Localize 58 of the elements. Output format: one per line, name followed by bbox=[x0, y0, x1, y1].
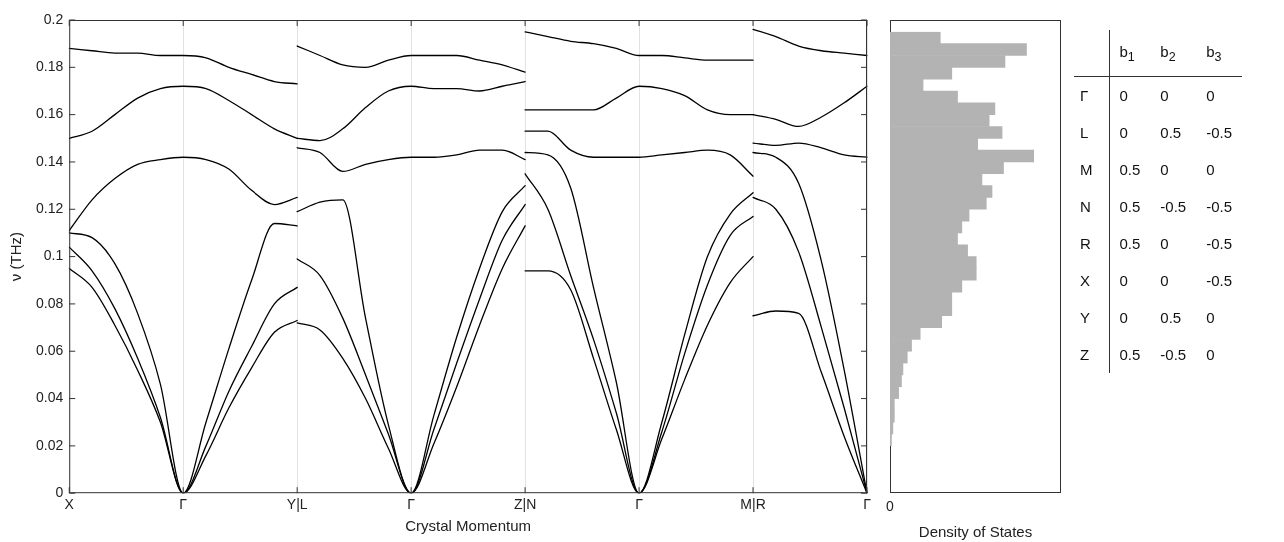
text: 0 bbox=[1206, 346, 1215, 363]
text: 0 bbox=[1206, 161, 1215, 178]
y-tick-label: 0 bbox=[55, 484, 64, 501]
y-tick-label: 0.04 bbox=[36, 389, 64, 406]
y-tick-label: 0.12 bbox=[36, 200, 64, 217]
category-label: R bbox=[1080, 235, 1091, 252]
text: 0.5 bbox=[1160, 309, 1182, 326]
category-label: L bbox=[1080, 124, 1089, 141]
category-label: b$_{2}$ bbox=[1159, 41, 1177, 66]
text: 0.5 bbox=[1119, 161, 1141, 178]
category-label: N bbox=[1080, 198, 1091, 215]
x-tick-label: Γ bbox=[407, 496, 416, 513]
y-axis-title: ν (THz) bbox=[7, 232, 25, 282]
y-tick-label: 0.02 bbox=[36, 436, 64, 453]
y-tick-label: 0.06 bbox=[36, 342, 64, 359]
x-tick-label: Γ bbox=[635, 496, 644, 513]
category-label: Z bbox=[1080, 346, 1090, 363]
text: 0 bbox=[1119, 87, 1128, 104]
category-label: b$_{1}$ bbox=[1118, 41, 1136, 66]
x-axis-title: Density of States bbox=[918, 523, 1033, 541]
text: 0.5 bbox=[1119, 198, 1141, 215]
text: -0.5 bbox=[1206, 198, 1233, 215]
text: 0 bbox=[1160, 161, 1169, 178]
text: 0.5 bbox=[1119, 235, 1141, 252]
y-tick-label: 0.16 bbox=[36, 105, 64, 122]
x-tick-label: Γ bbox=[863, 496, 872, 513]
text: 0 bbox=[1206, 87, 1215, 104]
text: 0 bbox=[1119, 309, 1128, 326]
category-label: b$_{3}$ bbox=[1205, 41, 1223, 66]
text: -0.5 bbox=[1160, 198, 1187, 215]
text: 0 bbox=[1119, 272, 1128, 289]
x-tick-label: Γ bbox=[179, 496, 188, 513]
x-tick-label: X bbox=[64, 496, 75, 513]
y-tick-label: 0.1 bbox=[43, 247, 64, 264]
y-tick-label: 0.08 bbox=[36, 294, 64, 311]
x-tick-label: Z|N bbox=[513, 496, 537, 513]
text: 0 bbox=[1160, 87, 1169, 104]
x-axis-title: Crystal Momentum bbox=[405, 517, 532, 535]
category-label: X bbox=[1080, 272, 1091, 289]
y-tick-label: 0.14 bbox=[36, 152, 64, 169]
text: -0.5 bbox=[1206, 235, 1233, 252]
text: 0 bbox=[886, 498, 894, 515]
y-tick-label: 0.18 bbox=[36, 58, 64, 75]
text: 0.5 bbox=[1119, 346, 1141, 363]
text: -0.5 bbox=[1206, 124, 1233, 141]
category-label: Γ bbox=[1080, 87, 1089, 104]
text: 0.5 bbox=[1160, 124, 1182, 141]
category-label: Y bbox=[1080, 309, 1091, 326]
text: 0 bbox=[1160, 272, 1169, 289]
text: 0 bbox=[1160, 235, 1169, 252]
text: -0.5 bbox=[1160, 346, 1187, 363]
text: 0 bbox=[1206, 309, 1215, 326]
x-tick-label: M|R bbox=[740, 496, 766, 513]
x-tick-label: Y|L bbox=[286, 496, 308, 513]
text: 0 bbox=[1119, 124, 1128, 141]
category-label: M bbox=[1080, 161, 1093, 178]
text: -0.5 bbox=[1206, 272, 1233, 289]
y-tick-label: 0.2 bbox=[43, 10, 64, 27]
